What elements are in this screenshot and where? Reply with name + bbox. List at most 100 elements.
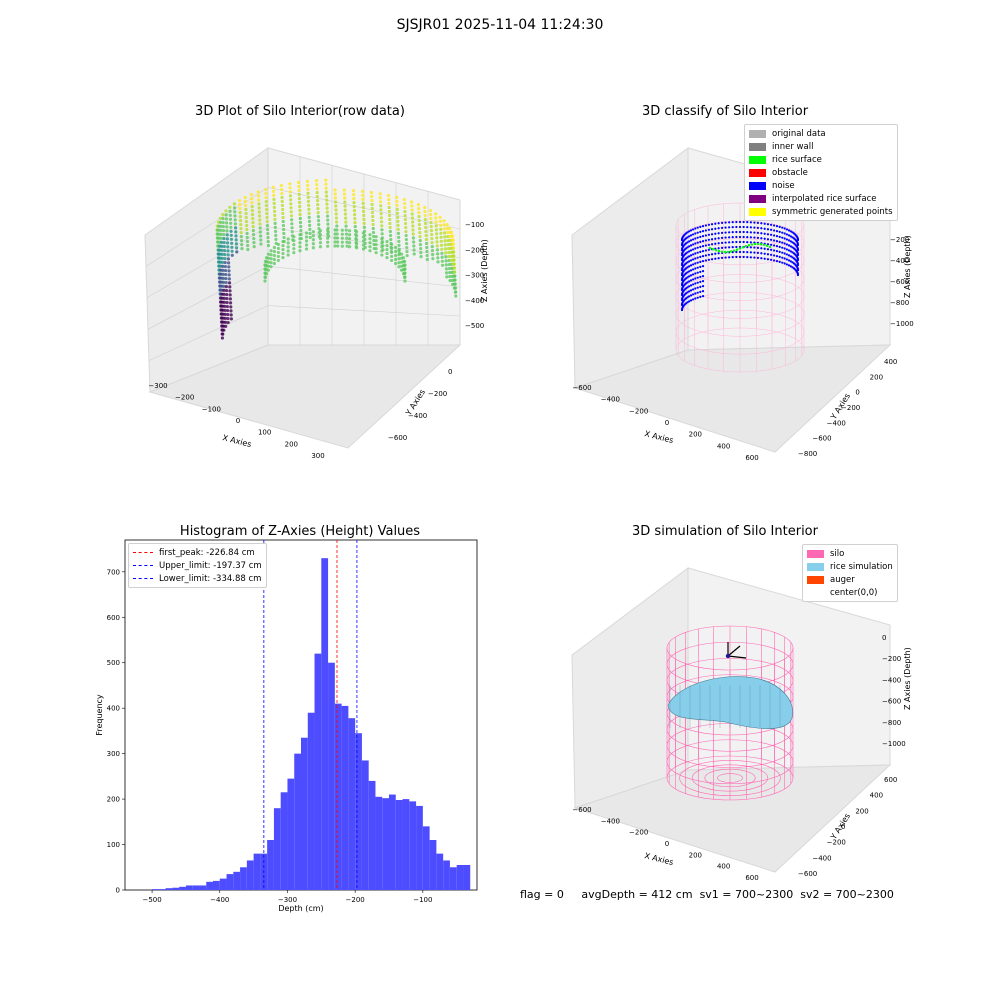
scatter-point (308, 227, 312, 231)
x-ticks: −500 −400 −300 −200 −100 (142, 890, 432, 904)
legend-item: silo (807, 547, 893, 560)
noise-point (686, 276, 689, 279)
histogram-bar (294, 753, 301, 890)
noise-point (775, 240, 779, 243)
noise-point (724, 256, 727, 259)
noise-point (735, 225, 738, 229)
legend-label: rice surface (772, 154, 822, 165)
scatter-point (434, 216, 438, 220)
scatter-point (222, 284, 226, 288)
scatter-point (370, 202, 374, 207)
scatter-point (345, 244, 349, 248)
histogram-bar (463, 865, 471, 890)
scatter-point (296, 180, 301, 185)
noise-point (763, 252, 766, 255)
scatter-point (368, 245, 372, 249)
noise-point (720, 236, 724, 239)
scatter-point (281, 207, 285, 212)
scatter-point (289, 198, 293, 202)
noise-point (772, 229, 776, 232)
noise-point (694, 277, 697, 280)
noise-point (688, 250, 691, 253)
scatter-point (259, 242, 263, 246)
scatter-point (224, 324, 228, 328)
plot4-zlabel: Z Axies (Depth) (903, 647, 912, 710)
scatter-point (447, 258, 451, 263)
z-tick-label: 0 (882, 634, 886, 642)
scatter-point (244, 215, 248, 220)
scatter-point (257, 206, 261, 210)
scatter-point (276, 242, 280, 247)
noise-point (689, 279, 693, 282)
histogram-bar (246, 860, 254, 890)
scatter-point (223, 320, 228, 324)
scatter-point (298, 249, 302, 253)
legend-label: symmetric generated points (772, 206, 893, 217)
scatter-point (265, 207, 269, 212)
noise-point (760, 247, 763, 250)
scatter-point (423, 209, 427, 214)
noise-point (701, 255, 705, 258)
scatter-point (244, 211, 248, 216)
plot4-xlabel: X Axies (644, 851, 675, 867)
x-tick-label: 0 (665, 419, 669, 427)
scatter-point (452, 258, 456, 262)
scatter-point (418, 231, 422, 235)
scatter-point (292, 251, 296, 255)
noise-point (760, 252, 763, 255)
scatter-point (410, 204, 414, 208)
legend-item: original data (749, 127, 893, 140)
plot1-zlabel: Z Axies (Depth) (480, 239, 489, 302)
avg-depth-text: avgDepth = 412 cm (581, 888, 693, 901)
scatter-point (397, 239, 401, 243)
scatter-point (223, 316, 227, 320)
scatter-point (306, 199, 311, 203)
noise-point (689, 249, 693, 252)
scatter-point (272, 205, 276, 209)
noise-point (783, 227, 786, 230)
noise-point (701, 235, 705, 238)
y-tick-label: 200 (855, 807, 868, 815)
legend-item: interpolated rice surface (749, 192, 893, 205)
noise-point (735, 230, 738, 234)
scatter-point (435, 244, 439, 248)
noise-point (694, 267, 697, 270)
noise-point (769, 233, 773, 236)
noise-point (769, 243, 773, 246)
legend-label: Upper_limit: -197.37 cm (159, 560, 262, 571)
scatter-point (298, 212, 302, 217)
noise-point (689, 269, 693, 272)
scatter-point (424, 233, 428, 238)
noise-point (699, 250, 702, 253)
scatter-point (396, 219, 400, 223)
scatter-point (257, 214, 262, 218)
histogram-bar (307, 712, 315, 890)
scatter-point (318, 241, 323, 245)
scatter-point (228, 205, 232, 209)
scatter-point (429, 213, 433, 217)
scatter-point (286, 253, 290, 257)
scatter-point (238, 211, 242, 215)
noise-point (696, 276, 699, 279)
scatter-point (221, 228, 226, 233)
scatter-point (298, 245, 302, 249)
legend-item: first_peak: -226.84 cm (133, 546, 262, 559)
histogram-bar (395, 800, 403, 890)
scatter-point (439, 231, 443, 235)
scatter-point (229, 233, 233, 237)
scatter-point (240, 243, 244, 247)
scatter-point (423, 221, 428, 226)
legend-label: auger (830, 574, 855, 585)
scatter-point (353, 225, 357, 229)
scatter-point (396, 227, 400, 231)
y-tick-label: 400 (107, 705, 120, 713)
scatter-point (280, 199, 284, 204)
scatter-point (411, 232, 415, 236)
noise-point (749, 246, 752, 249)
noise-point (724, 231, 727, 234)
scatter-point (226, 253, 230, 257)
noise-point (781, 226, 784, 229)
noise-point (785, 248, 789, 251)
scatter-point (226, 249, 230, 253)
scatter-point (246, 243, 250, 248)
